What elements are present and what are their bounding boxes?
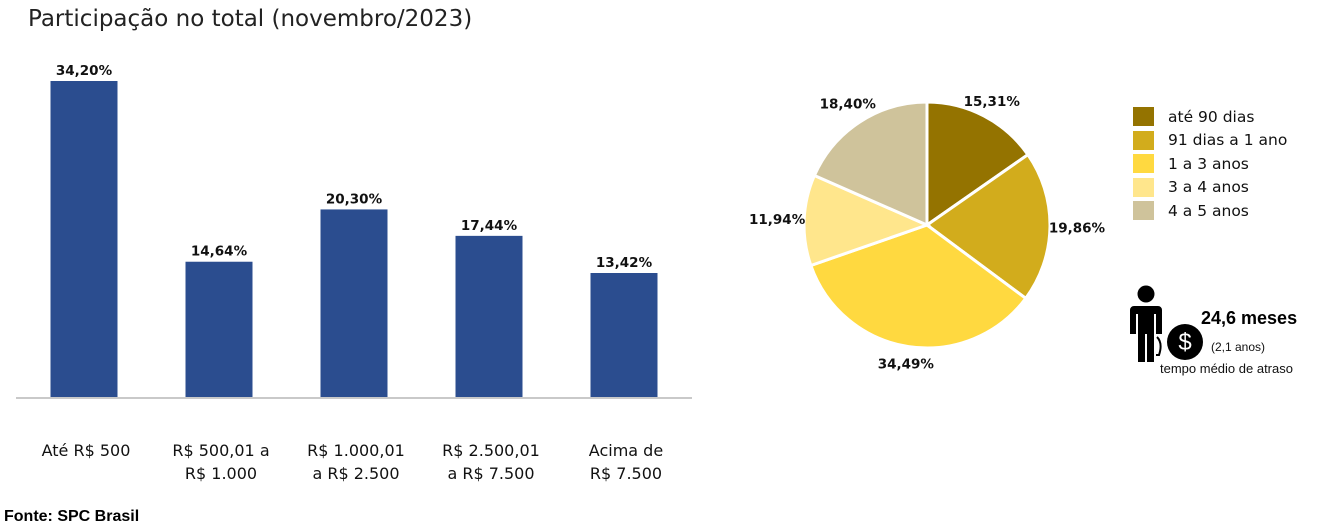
pie-slice-5 <box>812 100 929 228</box>
chart-title: Participação no total (novembro/2023) <box>28 6 473 32</box>
bar-1 <box>50 81 118 397</box>
source-note: Fonte: SPC Brasil <box>4 508 140 525</box>
bar-3 <box>320 209 388 397</box>
legend-swatch <box>1133 154 1154 174</box>
average-delay-box: $ 24,6 meses (2,1 anos) tempo médio de a… <box>1125 283 1315 383</box>
pie-slice-1 <box>925 100 1030 228</box>
pie-legend: até 90 dias 91 dias a 1 ano 1 a 3 anos 3 a … <box>1133 105 1287 223</box>
legend-item: 91 dias a 1 ano <box>1133 129 1287 153</box>
svg-text:$: $ <box>1178 329 1191 356</box>
legend-swatch <box>1133 107 1154 127</box>
legend-label: 91 dias a 1 ano <box>1168 131 1288 150</box>
legend-label: 4 a 5 anos <box>1168 201 1249 220</box>
pie-value-label: 18,40% <box>820 97 877 113</box>
bar-value-label: 17,44% <box>461 218 518 234</box>
legend-swatch <box>1133 130 1154 150</box>
delay-years: (2,1 anos) <box>1211 340 1266 354</box>
pie-slice-3 <box>808 223 1028 350</box>
bar-5 <box>590 273 658 397</box>
bar-4 <box>455 235 523 397</box>
legend-item: 3 a 4 anos <box>1133 176 1287 200</box>
dollar-icon: $ <box>1167 324 1203 360</box>
legend-swatch <box>1133 201 1154 221</box>
bar-category-label: R$ 1.000,01 a R$ 2.500 <box>307 441 405 483</box>
legend-label: até 90 dias <box>1168 107 1255 126</box>
pie-slice-2 <box>924 152 1052 301</box>
pie-value-label: 15,31% <box>964 94 1021 110</box>
legend-label: 1 a 3 anos <box>1168 154 1249 173</box>
bar-value-label: 14,64% <box>191 244 248 260</box>
pie-slice-4 <box>802 173 932 268</box>
pie-value-label: 19,86% <box>1049 220 1106 236</box>
pie-value-label: 34,49% <box>878 356 935 372</box>
bar-category-label: R$ 2.500,01 a R$ 7.500 <box>442 441 540 483</box>
bar-chart: 34,20% Até R$ 500 14,64% R$ 500,01 a R$ 1.00… <box>16 63 692 483</box>
legend-label: 3 a 4 anos <box>1168 178 1249 197</box>
legend-item: 4 a 5 anos <box>1133 199 1287 223</box>
bar-category-label: Até R$ 500 <box>42 441 131 460</box>
delay-value: 24,6 meses <box>1201 308 1298 328</box>
person-icon <box>1130 285 1162 362</box>
legend-item: até 90 dias <box>1133 105 1287 129</box>
bar-value-label: 13,42% <box>596 255 653 271</box>
legend-item: 1 a 3 anos <box>1133 152 1287 176</box>
bar-category-label: R$ 500,01 a R$ 1.000 <box>172 441 269 483</box>
pie-value-label: 11,94% <box>749 212 806 228</box>
legend-swatch <box>1133 177 1154 197</box>
bar-2 <box>185 261 253 397</box>
delay-caption: tempo médio de atraso <box>1160 361 1293 376</box>
bar-value-label: 20,30% <box>326 191 383 207</box>
bar-category-label: Acima de R$ 7.500 <box>589 441 663 483</box>
bar-value-label: 34,20% <box>56 63 113 79</box>
